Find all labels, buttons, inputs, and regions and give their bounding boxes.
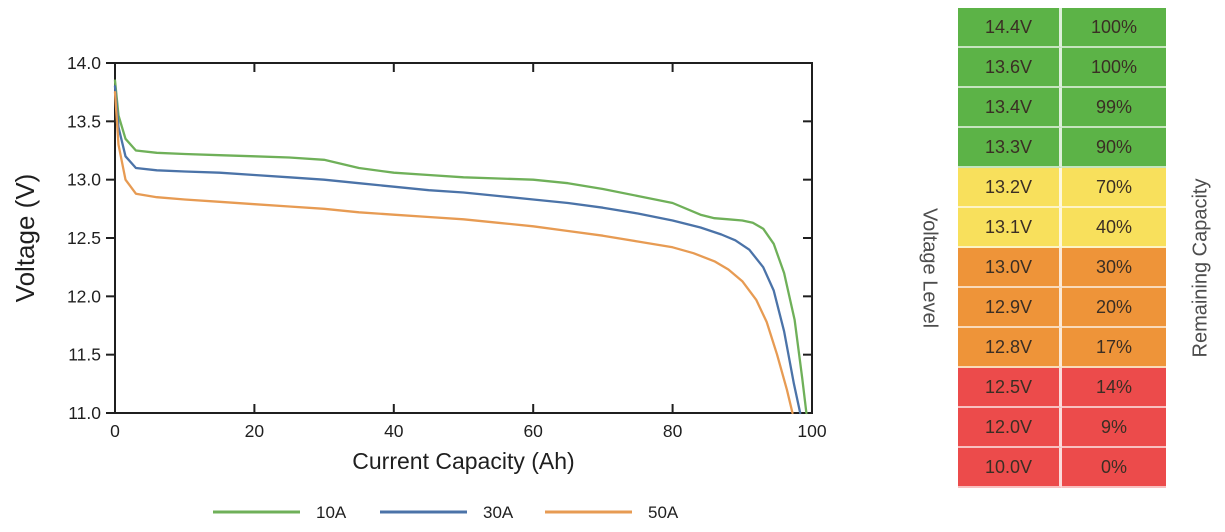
voltage-cell: 13.1V [958, 208, 1062, 248]
y-tick-label: 14.0 [67, 53, 101, 73]
legend-label-50a: 50A [648, 503, 679, 522]
capacity-cell: 100% [1062, 48, 1166, 88]
voltage-cell: 13.0V [958, 248, 1062, 288]
capacity-cell: 14% [1062, 368, 1166, 408]
x-tick-label: 0 [110, 421, 120, 441]
chart-svg: 0 20 40 60 80 100 11.0 11.5 12.0 12.5 13.0 13.5 14.0… [10, 53, 827, 522]
voltage-cell: 10.0V [958, 448, 1062, 488]
capacity-cell: 0% [1062, 448, 1166, 488]
capacity-cell: 40% [1062, 208, 1166, 248]
voltage-cell: 12.5V [958, 368, 1062, 408]
capacity-cell: 20% [1062, 288, 1166, 328]
x-axis-label: Current Capacity (Ah) [352, 448, 574, 474]
voltage-cell: 13.3V [958, 128, 1062, 168]
x-tick-label: 40 [384, 421, 404, 441]
legend-label-30a: 30A [483, 503, 514, 522]
series-line-30a [113, 85, 802, 415]
voltage-cell: 13.2V [958, 168, 1062, 208]
table-voltage-level-label: Voltage Level [918, 207, 941, 329]
x-tick-label: 100 [797, 421, 826, 441]
y-tick-label: 13.5 [67, 111, 101, 131]
voltage-cell: 13.6V [958, 48, 1062, 88]
legend-label-10a: 10A [316, 503, 347, 522]
capacity-cell: 30% [1062, 248, 1166, 288]
y-tick-label: 12.0 [67, 286, 101, 306]
voltage-cell: 12.0V [958, 408, 1062, 448]
series-line-50a [113, 91, 794, 415]
voltage-cell: 14.4V [958, 8, 1062, 48]
series-line-10a [113, 79, 808, 415]
capacity-cell: 99% [1062, 88, 1166, 128]
y-tick-label: 11.5 [68, 345, 101, 365]
y-axis-label: Voltage (V) [10, 174, 40, 303]
capacity-cell: 100% [1062, 8, 1166, 48]
x-tick-label: 80 [663, 421, 683, 441]
table-remaining-capacity-label: Remaining Capacity [1189, 178, 1212, 358]
y-tick-label: 11.0 [68, 403, 101, 423]
x-tick-label: 60 [523, 421, 543, 441]
capacity-cell: 90% [1062, 128, 1166, 168]
voltage-cell: 13.4V [958, 88, 1062, 128]
capacity-cell: 17% [1062, 328, 1166, 368]
voltage-cell: 12.9V [958, 288, 1062, 328]
y-tick-label: 12.5 [67, 228, 101, 248]
capacity-cell: 9% [1062, 408, 1166, 448]
voltage-cell: 12.8V [958, 328, 1062, 368]
y-tick-label: 13.0 [67, 170, 101, 190]
x-tick-label: 20 [245, 421, 265, 441]
capacity-cell: 70% [1062, 168, 1166, 208]
plot-area [114, 62, 813, 414]
discharge-chart: 0 20 40 60 80 100 11.0 11.5 12.0 12.5 13.0 13.5 14.0… [10, 53, 827, 522]
capacity-table: 14.4V 100% 13.6V 100% 13.4V 99% 13.3V 90% 13.2V 7… [958, 8, 1170, 488]
